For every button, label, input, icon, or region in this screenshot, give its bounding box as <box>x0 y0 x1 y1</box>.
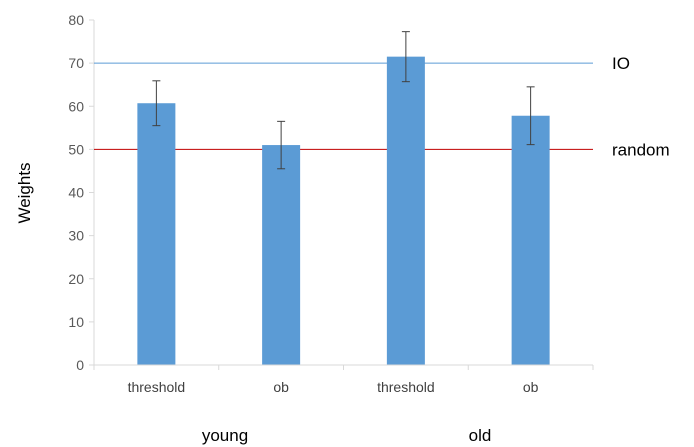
y-axis: 0 10 20 30 40 50 60 70 80 <box>68 12 95 373</box>
reference-lines: IO random <box>94 54 670 159</box>
x-category-label: threshold <box>128 379 186 395</box>
x-category-label: ob <box>273 379 289 395</box>
y-tick-label: 0 <box>76 357 84 373</box>
bar <box>137 103 176 365</box>
y-tick-label: 20 <box>68 271 84 287</box>
x-category-label: threshold <box>377 379 435 395</box>
y-tick-label: 30 <box>68 228 84 244</box>
bar <box>386 56 425 365</box>
y-tick-label: 10 <box>68 314 84 330</box>
y-tick-label: 40 <box>68 185 84 201</box>
x-category-label: ob <box>523 379 539 395</box>
bars <box>137 31 550 365</box>
bar <box>262 145 301 365</box>
bar <box>511 115 550 365</box>
y-tick-label: 80 <box>68 12 84 28</box>
y-tick-label: 50 <box>68 141 84 157</box>
group-label-young: young <box>202 426 248 445</box>
reference-label-random: random <box>612 140 670 159</box>
reference-label-io: IO <box>612 54 630 73</box>
x-axis: threshold ob threshold ob young old <box>93 364 594 445</box>
y-tick-label: 60 <box>68 98 84 114</box>
y-axis-label: Weights <box>15 162 34 223</box>
y-tick-label: 70 <box>68 55 84 71</box>
group-label-old: old <box>469 426 492 445</box>
